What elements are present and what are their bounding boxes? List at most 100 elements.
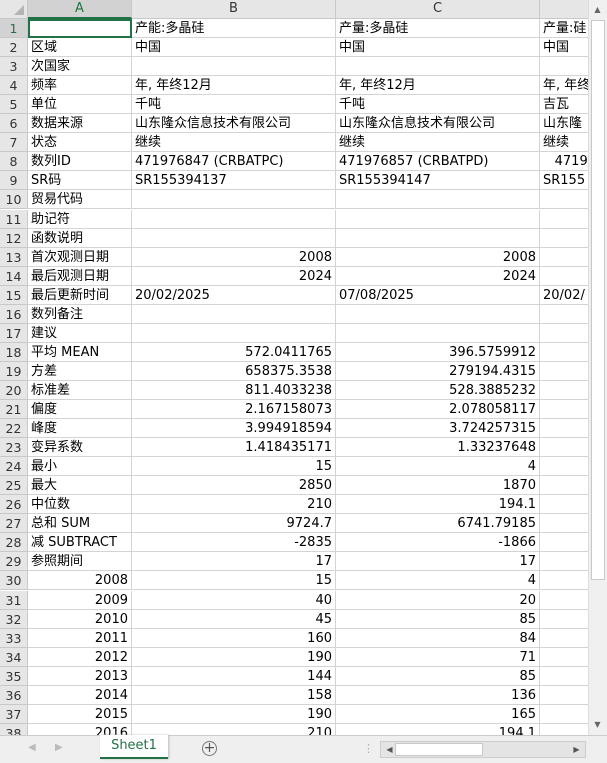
cell[interactable]	[336, 190, 540, 210]
row-header[interactable]: 32	[0, 609, 28, 629]
cell[interactable]: 2024	[336, 266, 540, 286]
cell[interactable]: 千吨	[132, 95, 336, 115]
cell[interactable]: 总和 SUM	[28, 514, 132, 534]
cell[interactable]	[540, 419, 588, 439]
cell[interactable]: 144	[132, 666, 336, 686]
cell[interactable]: SR155	[540, 171, 588, 191]
cell[interactable]	[540, 514, 588, 534]
cell[interactable]	[540, 686, 588, 705]
cell[interactable]: 函数说明	[28, 228, 132, 248]
cell[interactable]: 396.5759912	[336, 342, 540, 362]
prev-sheet-icon[interactable]: ◀	[28, 742, 36, 753]
row-header[interactable]: 31	[0, 590, 28, 610]
cell[interactable]	[540, 305, 588, 324]
cell[interactable]: 2013	[28, 666, 132, 686]
cell[interactable]: 吉瓦	[540, 95, 588, 115]
cell[interactable]: 山东隆众信息技术有限公司	[336, 114, 540, 134]
cell[interactable]: -2835	[132, 533, 336, 553]
cell[interactable]: 84	[336, 628, 540, 648]
cell[interactable]: 528.3885232	[336, 380, 540, 400]
cell[interactable]: -1866	[336, 533, 540, 553]
cell[interactable]: 最后观测日期	[28, 266, 132, 286]
row-header[interactable]: 29	[0, 552, 28, 572]
row-header[interactable]: 33	[0, 628, 28, 648]
cell[interactable]: 20/02/2025	[132, 285, 336, 305]
cell[interactable]: 15	[132, 571, 336, 591]
sheet-tab[interactable]: Sheet1	[100, 735, 168, 759]
cell[interactable]: 年, 年终12月	[132, 76, 336, 96]
cell[interactable]	[540, 571, 588, 591]
cell[interactable]: SR码	[28, 171, 132, 191]
cell[interactable]: SR155394137	[132, 171, 336, 191]
cell[interactable]: 85	[336, 609, 540, 629]
cell[interactable]	[540, 190, 588, 210]
cell[interactable]: 1.33237648	[336, 438, 540, 458]
cell[interactable]: 首次观测日期	[28, 247, 132, 267]
scroll-up-icon[interactable]: ▲	[594, 5, 601, 14]
row-header[interactable]: 6	[0, 114, 28, 134]
cell[interactable]	[540, 724, 588, 735]
cell[interactable]: 572.0411765	[132, 342, 336, 362]
row-header[interactable]: 20	[0, 380, 28, 400]
scroll-left-icon[interactable]: ◀	[386, 745, 393, 754]
cell[interactable]: 2009	[28, 590, 132, 610]
cell[interactable]: 190	[132, 704, 336, 724]
cell[interactable]	[132, 323, 336, 343]
cell[interactable]: 20/02/	[540, 286, 588, 305]
row-header[interactable]: 23	[0, 438, 28, 458]
cell[interactable]: 产量:硅	[540, 19, 588, 39]
cell[interactable]	[540, 343, 588, 362]
cell[interactable]: 千吨	[336, 95, 540, 115]
cell[interactable]	[336, 228, 540, 248]
row-header[interactable]: 3	[0, 57, 28, 77]
scroll-right-icon[interactable]: ▶	[573, 745, 580, 754]
cell[interactable]	[540, 57, 588, 77]
row-header[interactable]: 34	[0, 647, 28, 667]
cell[interactable]: 2008	[336, 247, 540, 267]
cell[interactable]: 4	[336, 571, 540, 591]
cell[interactable]	[540, 381, 588, 400]
row-header[interactable]: 18	[0, 342, 28, 362]
cell[interactable]	[540, 552, 588, 572]
cell[interactable]: 658375.3538	[132, 361, 336, 381]
cell[interactable]	[132, 228, 336, 248]
cell[interactable]: 20	[336, 590, 540, 610]
cell[interactable]: 194.1	[336, 495, 540, 515]
cell[interactable]: 3.724257315	[336, 419, 540, 439]
cell[interactable]: 2014	[28, 685, 132, 705]
cell[interactable]: 产能:多晶硅	[132, 19, 336, 39]
row-header[interactable]: 22	[0, 419, 28, 439]
scroll-down-icon[interactable]: ▼	[594, 720, 601, 729]
cell[interactable]: 单位	[28, 95, 132, 115]
row-header[interactable]: 1	[0, 19, 28, 39]
cell[interactable]: 210	[132, 723, 336, 735]
row-header[interactable]: 16	[0, 304, 28, 324]
cell[interactable]: 最后更新时间	[28, 285, 132, 305]
cell[interactable]: 279194.4315	[336, 361, 540, 381]
column-header-c[interactable]: C	[336, 0, 540, 19]
cell[interactable]: 2011	[28, 628, 132, 648]
cell[interactable]	[540, 610, 588, 629]
cell[interactable]: 165	[336, 704, 540, 724]
cell[interactable]: 山东隆众信息技术有限公司	[132, 114, 336, 134]
row-header[interactable]: 19	[0, 361, 28, 381]
row-header[interactable]: 11	[0, 209, 28, 229]
cell[interactable]	[336, 323, 540, 343]
cell[interactable]: 继续	[336, 133, 540, 153]
row-header[interactable]: 7	[0, 133, 28, 153]
cell[interactable]: 194.1	[336, 723, 540, 735]
cell[interactable]: 2850	[132, 476, 336, 496]
cell[interactable]	[540, 267, 588, 286]
cell[interactable]: 2.167158073	[132, 400, 336, 420]
cell[interactable]: 471976847 (CRBATPC)	[132, 152, 336, 172]
splitter-handle-icon[interactable]: ⋮	[363, 742, 374, 755]
cell[interactable]	[540, 476, 588, 496]
cell[interactable]: 中国	[540, 38, 588, 58]
cell[interactable]	[28, 19, 132, 39]
next-sheet-icon[interactable]: ▶	[55, 742, 63, 753]
row-header[interactable]: 25	[0, 476, 28, 496]
cell[interactable]: 最小	[28, 457, 132, 477]
cell[interactable]: 区域	[28, 38, 132, 58]
row-header[interactable]: 21	[0, 400, 28, 420]
cell[interactable]: 85	[336, 666, 540, 686]
